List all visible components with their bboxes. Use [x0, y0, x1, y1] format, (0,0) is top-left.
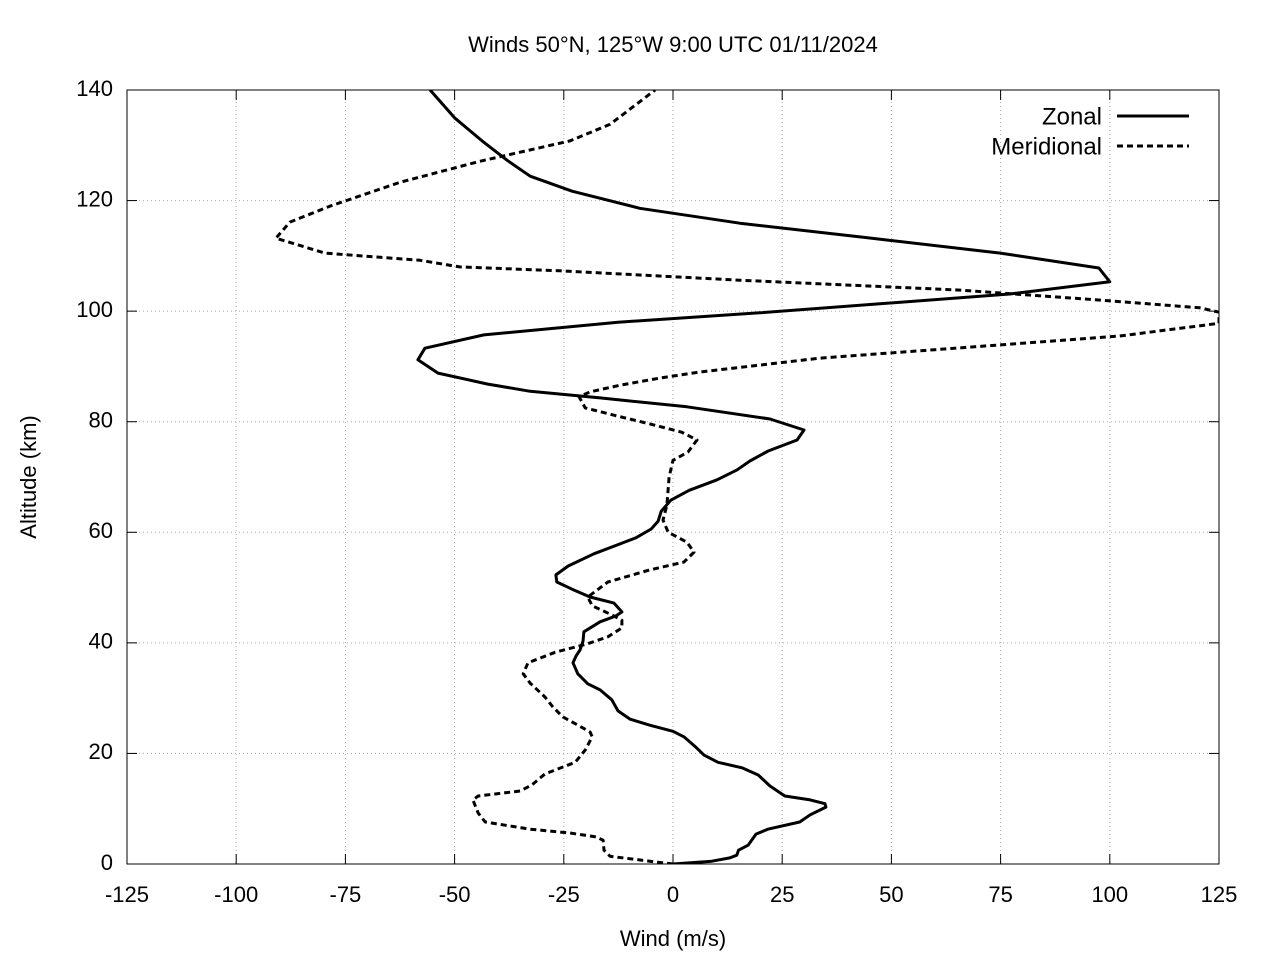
y-axis-label: Altitude (km)	[16, 415, 41, 538]
y-tick-label: 0	[101, 850, 113, 875]
series-line	[416, 90, 1112, 864]
legend: Zonal Meridional	[991, 103, 1189, 160]
x-tick-label: 0	[667, 882, 679, 907]
y-tick-label: 60	[89, 518, 113, 543]
x-tick-label: -75	[330, 882, 362, 907]
y-tick-label: 40	[89, 629, 113, 654]
chart-title: Winds 50°N, 125°W 9:00 UTC 01/11/2024	[468, 32, 878, 57]
x-tick-label: -100	[214, 882, 258, 907]
legend-label: Zonal	[1042, 103, 1102, 130]
x-axis-label: Wind (m/s)	[620, 926, 726, 951]
x-tick-label: -50	[439, 882, 471, 907]
x-tick-label: 100	[1091, 882, 1128, 907]
y-tick-label: 120	[76, 186, 113, 211]
x-tick-label: 75	[988, 882, 1012, 907]
x-tick-label: -125	[105, 882, 149, 907]
y-tick-label: 100	[76, 297, 113, 322]
x-tick-label: 125	[1201, 882, 1238, 907]
x-tick-label: 25	[770, 882, 794, 907]
series-line	[274, 90, 1219, 864]
x-tick-label: 50	[879, 882, 903, 907]
x-tick-label: -25	[548, 882, 580, 907]
legend-label: Meridional	[991, 133, 1102, 160]
y-tick-label: 20	[89, 739, 113, 764]
y-tick-label: 80	[89, 408, 113, 433]
y-tick-label: 140	[76, 76, 113, 101]
